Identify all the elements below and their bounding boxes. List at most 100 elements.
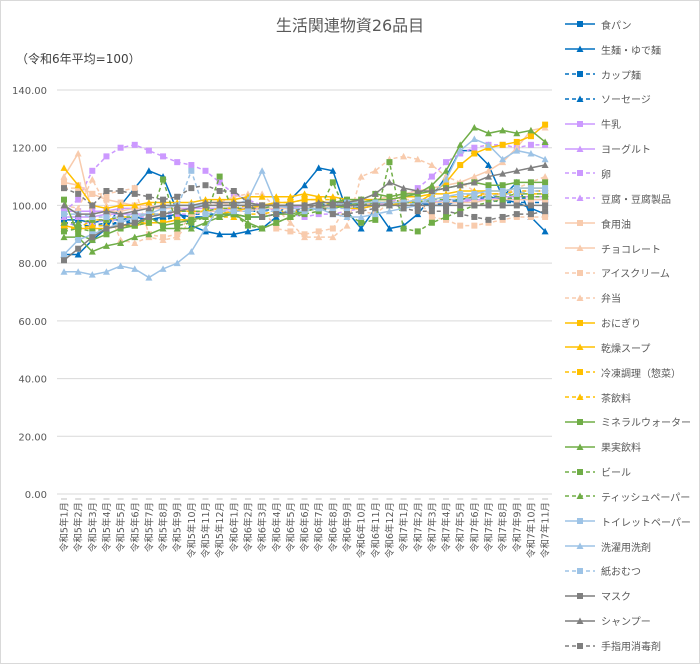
data-point <box>542 121 549 128</box>
x-tick-label: 令和5年10月 <box>186 502 198 558</box>
data-point <box>131 239 139 246</box>
data-point <box>485 141 492 148</box>
x-tick-label: 令和7年11月 <box>540 502 552 558</box>
data-point <box>315 202 322 209</box>
data-point <box>174 222 181 229</box>
data-point <box>385 225 393 232</box>
data-point <box>414 208 421 215</box>
x-tick-label: 令和6年1月 <box>228 502 240 552</box>
square-marker-icon <box>565 567 595 574</box>
data-point <box>371 167 379 174</box>
x-tick-label: 令和5年6月 <box>129 502 141 552</box>
x-tick-label: 令和5年2月 <box>73 502 85 552</box>
data-point <box>88 210 96 218</box>
data-point <box>117 144 124 151</box>
legend-item: カップ麺 <box>565 62 700 87</box>
data-point <box>471 213 478 220</box>
legend-item: ティッシュペーパー <box>565 484 700 509</box>
data-point <box>61 228 67 235</box>
data-point <box>542 208 549 215</box>
data-point <box>102 268 110 275</box>
x-tick-label: 令和7年3月 <box>426 502 438 552</box>
data-point <box>414 155 422 163</box>
data-point <box>187 201 195 209</box>
data-point <box>117 201 125 209</box>
data-point <box>117 222 124 229</box>
triangle-marker-icon <box>565 617 595 624</box>
x-tick-label: 令和7年9月 <box>511 502 523 552</box>
x-tick-label: 令和6年4月 <box>271 502 283 552</box>
data-point <box>527 164 535 171</box>
data-point <box>258 167 266 174</box>
data-point <box>244 222 251 229</box>
data-point <box>513 185 520 192</box>
data-point <box>74 204 82 212</box>
data-point <box>499 141 506 148</box>
data-point <box>443 208 450 215</box>
data-point <box>145 193 152 200</box>
data-point <box>88 222 96 229</box>
data-point <box>244 208 251 215</box>
data-point <box>188 167 195 174</box>
data-point <box>485 161 492 169</box>
data-point <box>358 202 365 209</box>
data-point <box>499 155 507 163</box>
data-point <box>188 162 195 169</box>
legend-item: ソーセージ <box>565 87 700 112</box>
data-point <box>273 211 280 218</box>
data-point <box>541 155 549 163</box>
x-tick-label: 令和5年3月 <box>87 502 99 552</box>
data-point <box>358 219 365 226</box>
data-point <box>230 208 237 215</box>
data-point <box>202 167 209 174</box>
legend-label: 食用油 <box>601 219 631 231</box>
data-point <box>131 233 139 241</box>
x-tick-label: 令和6年5月 <box>285 502 297 552</box>
legend-label: 卵 <box>601 169 611 181</box>
data-point <box>457 211 464 218</box>
x-tick-label: 令和6年6月 <box>299 502 311 552</box>
data-point <box>145 204 153 212</box>
data-point <box>74 219 82 226</box>
data-point <box>527 179 534 186</box>
data-point <box>117 210 125 218</box>
data-point <box>216 188 223 194</box>
data-point <box>499 170 507 177</box>
legend-item: 牛乳 <box>565 111 700 136</box>
data-point <box>173 259 181 267</box>
data-point <box>485 129 492 137</box>
data-point <box>428 219 435 226</box>
y-tick-label: 140.00 <box>12 86 47 97</box>
data-point <box>513 190 520 197</box>
data-point <box>131 207 139 215</box>
square-marker-icon <box>565 120 595 127</box>
square-marker-icon <box>565 319 595 326</box>
data-point <box>428 202 435 209</box>
data-point <box>513 202 520 209</box>
legend-item: 果実飲料 <box>565 434 700 459</box>
data-point <box>74 149 82 157</box>
legend-label: ミネラルウォーター <box>601 418 691 430</box>
data-point <box>88 175 96 183</box>
square-marker-icon <box>565 170 595 177</box>
data-point <box>485 182 492 189</box>
data-point <box>301 233 309 241</box>
data-point <box>329 179 336 186</box>
data-point <box>286 219 294 226</box>
data-point <box>60 173 68 180</box>
x-tick-label: 令和5年4月 <box>101 502 113 552</box>
legend-item: 手指用消毒剤 <box>565 633 700 658</box>
data-point <box>357 173 365 180</box>
triangle-marker-icon <box>565 194 595 202</box>
data-point <box>470 178 478 186</box>
triangle-marker-icon <box>565 244 595 252</box>
data-point <box>174 208 181 215</box>
data-point <box>443 159 450 166</box>
data-point <box>273 219 280 226</box>
data-point <box>60 268 68 275</box>
data-point <box>329 199 337 206</box>
data-point <box>471 144 478 151</box>
data-point <box>103 153 110 160</box>
x-tick-label: 令和6年10月 <box>356 502 368 558</box>
